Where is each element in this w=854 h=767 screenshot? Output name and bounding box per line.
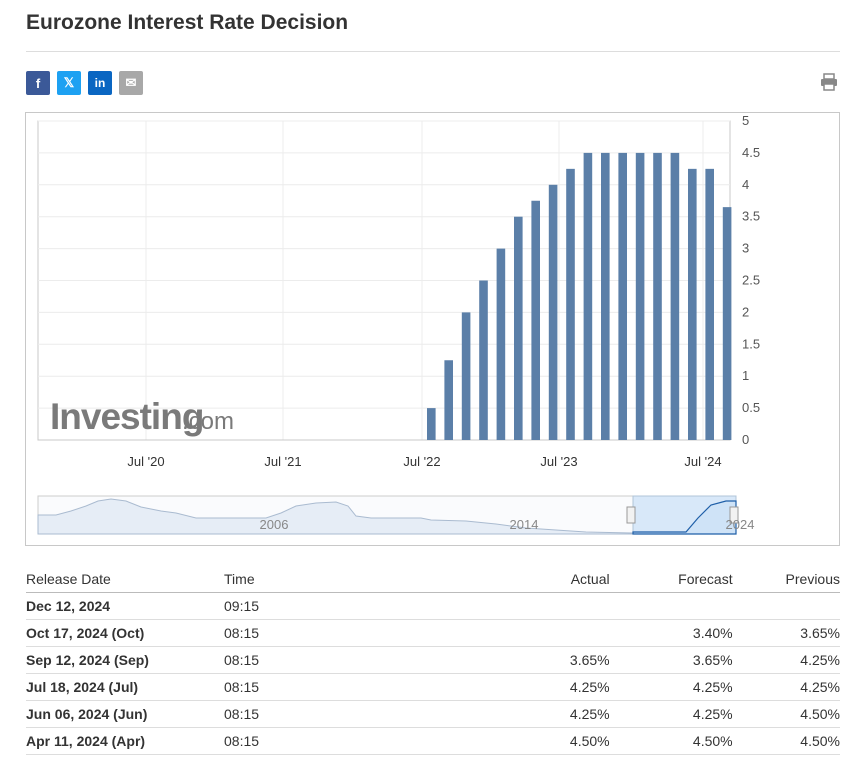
bar (461, 312, 471, 440)
table-row: Apr 11, 2024 (Apr) 08:15 4.50% 4.50% 4.50% (26, 727, 840, 755)
header-time[interactable]: Time (224, 565, 454, 593)
twitter-share-button[interactable]: 𝕏 (57, 71, 81, 95)
cell-previous (732, 592, 840, 620)
bar (566, 168, 575, 440)
bar (722, 207, 732, 440)
navigator-handle[interactable] (729, 506, 739, 524)
navigator-handle[interactable] (626, 506, 636, 524)
cell-time: 08:15 (224, 619, 454, 647)
table-row: Sep 12, 2024 (Sep) 08:15 3.65% 3.65% 4.25% (26, 646, 840, 674)
y-tick-label: 4 (742, 177, 749, 192)
cell-date: Dec 12, 2024 (26, 592, 225, 620)
cell-previous: 4.25% (732, 673, 840, 701)
cell-previous: 4.50% (732, 700, 840, 728)
print-icon[interactable] (819, 72, 839, 92)
watermark-suffix: .com (182, 408, 234, 435)
navigator-history-area (37, 498, 633, 535)
bar (496, 248, 506, 440)
table-row: Dec 12, 2024 09:15 (26, 592, 840, 620)
twitter-icon: 𝕏 (63, 75, 75, 90)
cell-forecast: 4.25% (609, 700, 733, 728)
y-tick-label: 4.5 (742, 145, 760, 160)
y-tick-label: 2 (742, 304, 749, 319)
cell-previous: 3.65% (732, 619, 840, 647)
title-divider (26, 51, 840, 52)
cell-actual (453, 619, 610, 647)
bar (653, 152, 662, 440)
x-tick-label: Jul '24 (684, 454, 721, 469)
y-tick-label: 5 (742, 113, 749, 128)
bar (705, 168, 714, 440)
bar (548, 184, 558, 440)
email-share-button[interactable]: ✉ (119, 71, 143, 95)
y-tick-label: 0.5 (742, 400, 760, 415)
navigator-label: 2024 (726, 517, 755, 532)
y-tick-label: 1.5 (742, 336, 760, 351)
cell-forecast: 4.50% (609, 727, 733, 755)
cell-actual (453, 592, 610, 620)
x-tick-label: Jul '21 (264, 454, 301, 469)
bar (601, 152, 610, 440)
y-tick-label: 0 (742, 432, 749, 447)
navigator-selected-series (632, 500, 737, 535)
bar (427, 408, 436, 440)
email-icon: ✉ (125, 75, 137, 90)
cell-forecast: 3.40% (609, 619, 733, 647)
cell-date: Sep 12, 2024 (Sep) (26, 646, 225, 674)
navigator-label: 2014 (510, 517, 539, 532)
cell-time: 08:15 (224, 700, 454, 728)
table-row: Jul 18, 2024 (Jul) 08:15 4.25% 4.25% 4.25% (26, 673, 840, 701)
cell-actual: 4.50% (453, 727, 610, 755)
table-header-row: Release Date Time Actual Forecast Previo… (26, 565, 840, 593)
cell-previous: 4.50% (732, 727, 840, 755)
y-tick-label: 2.5 (742, 273, 760, 288)
table-row: Jun 06, 2024 (Jun) 08:15 4.25% 4.25% 4.50% (26, 700, 840, 728)
y-tick-label: 3.5 (742, 209, 760, 224)
bar (688, 168, 697, 440)
bar (531, 200, 540, 440)
linkedin-icon: in (94, 76, 106, 90)
header-actual[interactable]: Actual (453, 565, 610, 593)
navigator-label: 2006 (260, 517, 289, 532)
x-tick-label: Jul '22 (403, 454, 440, 469)
cell-time: 08:15 (224, 646, 454, 674)
cell-date: Jun 06, 2024 (Jun) (26, 700, 225, 728)
history-table: Release Date Time Actual Forecast Previo… (26, 565, 840, 755)
page-title: Eurozone Interest Rate Decision (26, 11, 349, 34)
cell-actual: 3.65% (453, 646, 610, 674)
linkedin-share-button[interactable]: in (88, 71, 112, 95)
table-row: Oct 17, 2024 (Oct) 08:15 3.40% 3.65% (26, 619, 840, 647)
watermark-brand: Investing (50, 396, 203, 437)
bar (670, 152, 680, 440)
facebook-share-button[interactable]: f (26, 71, 50, 95)
x-tick-label: Jul '23 (540, 454, 577, 469)
header-release-date[interactable]: Release Date (26, 565, 225, 593)
header-forecast[interactable]: Forecast (609, 565, 733, 593)
bar (635, 152, 645, 440)
y-tick-label: 3 (742, 241, 749, 256)
cell-date: Jul 18, 2024 (Jul) (26, 673, 225, 701)
header-previous[interactable]: Previous (732, 565, 840, 593)
y-tick-label: 1 (742, 368, 749, 383)
bar (618, 152, 627, 440)
cell-forecast: 3.65% (609, 646, 733, 674)
x-tick-label: Jul '20 (127, 454, 164, 469)
cell-time: 09:15 (224, 592, 454, 620)
cell-forecast (609, 592, 733, 620)
cell-forecast: 4.25% (609, 673, 733, 701)
cell-time: 08:15 (224, 727, 454, 755)
cell-previous: 4.25% (732, 646, 840, 674)
cell-date: Oct 17, 2024 (Oct) (26, 619, 225, 647)
cell-time: 08:15 (224, 673, 454, 701)
bar (514, 216, 523, 440)
cell-date: Apr 11, 2024 (Apr) (26, 727, 225, 755)
chart-container: Investing .com 0 0.5 1 1.5 2 2.5 3 3.5 4 4.5 5 Jul… (25, 112, 840, 546)
cell-actual: 4.25% (453, 673, 610, 701)
cell-actual: 4.25% (453, 700, 610, 728)
bar (444, 360, 453, 440)
bar (479, 280, 488, 440)
interest-rate-chart: Investing .com 0 0.5 1 1.5 2 2.5 3 3.5 4 4.5 5 Jul… (37, 113, 760, 535)
bar (583, 152, 593, 440)
facebook-icon: f (35, 75, 41, 91)
